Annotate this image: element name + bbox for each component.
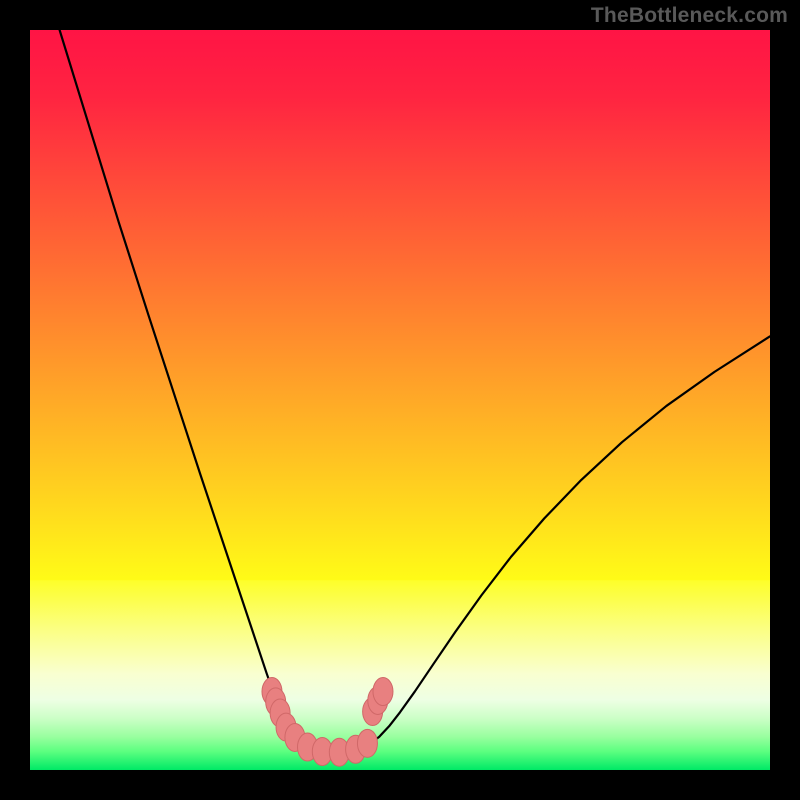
curve-marker <box>357 729 377 757</box>
curve-marker <box>373 678 393 706</box>
chart-background <box>30 30 770 770</box>
watermark-text: TheBottleneck.com <box>591 4 788 28</box>
chart-svg <box>30 30 770 770</box>
chart-frame: TheBottleneck.com <box>0 0 800 800</box>
plot-area <box>30 30 770 770</box>
